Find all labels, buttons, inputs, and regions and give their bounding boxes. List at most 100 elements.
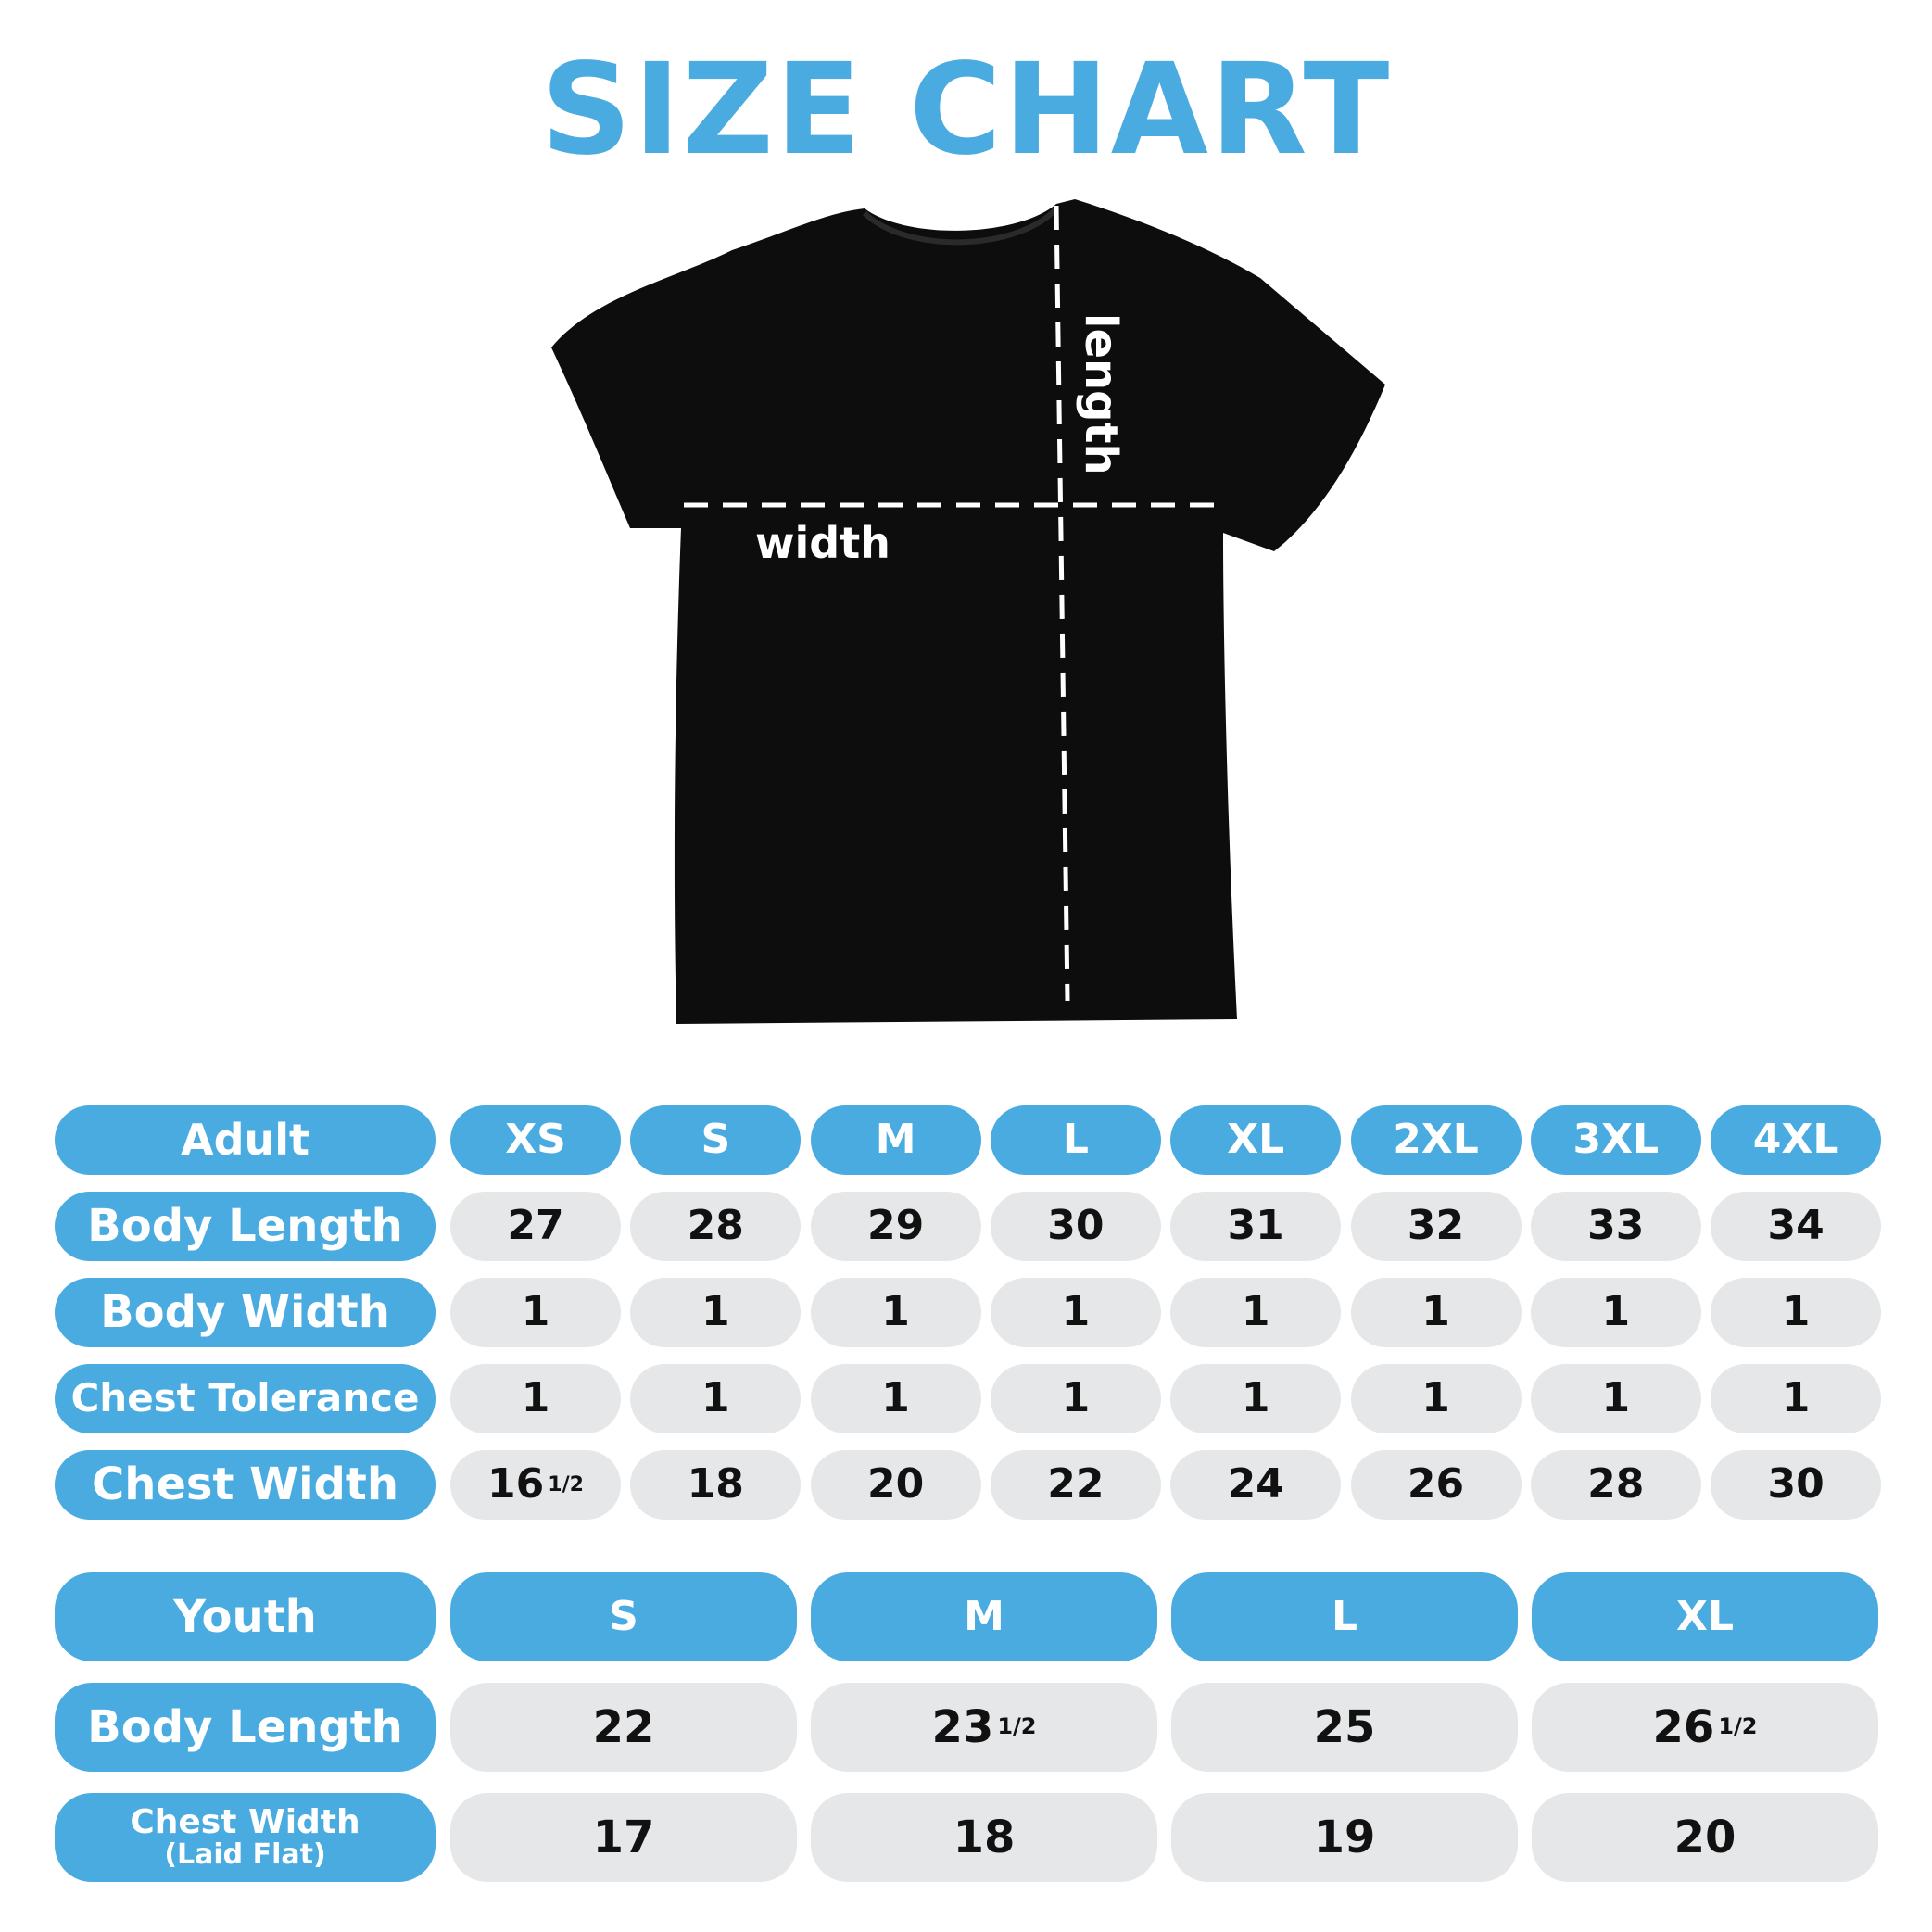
adult-cell: 1 [990,1278,1161,1347]
cell-value: 1 [1421,1374,1450,1422]
row-label: Body Length [87,1700,403,1753]
size-label: 2XL [1393,1116,1479,1164]
size-label: 4XL [1752,1116,1839,1164]
youth-size-header: S [450,1572,797,1661]
size-label: L [1331,1592,1358,1640]
adult-cell: 1 [1170,1364,1342,1433]
youth-cell: 26 1/2 [1532,1683,1878,1772]
cell-value: 1 [1781,1374,1811,1422]
adult-cell: 1 [450,1364,621,1433]
cell-value: 1 [1241,1288,1270,1336]
youth-cell: 22 [450,1683,797,1772]
adult-size-header: 3XL [1530,1105,1701,1175]
size-label: S [701,1116,731,1164]
adult-cell: 34 [1711,1192,1882,1261]
youth-row-label: Chest Width (Laid Flat) [55,1793,436,1882]
adult-cell: 28 [630,1192,802,1261]
adult-cell: 30 [1711,1450,1882,1520]
youth-header: Youth [55,1572,436,1661]
adult-cell: 1 [1711,1364,1882,1433]
row-label: Body Length [87,1200,403,1253]
header-label: Youth [173,1590,317,1643]
cell-fraction: 1/2 [1718,1713,1758,1740]
cell-value: 32 [1407,1202,1465,1250]
adult-size-header: XL [1170,1105,1342,1175]
adult-size-header: 2XL [1350,1105,1522,1175]
cell-value: 26 [1407,1460,1465,1509]
adult-cell: 28 [1530,1450,1701,1520]
cell-value: 1 [1601,1374,1631,1422]
header-label: Adult [180,1115,310,1166]
adult-cell: 1 [450,1278,621,1347]
cell-value: 16 [487,1460,545,1509]
cell-value: 29 [866,1202,925,1250]
size-label: XL [1227,1116,1285,1164]
cell-value: 28 [1587,1460,1645,1509]
length-dashed-line [1054,205,1070,1002]
youth-cell: 25 [1171,1683,1518,1772]
adult-size-header: XS [450,1105,621,1175]
tshirt-shape [551,199,1385,1024]
cell-value: 23 [931,1700,994,1753]
cell-value: 20 [866,1460,925,1509]
youth-size-header: XL [1532,1572,1878,1661]
row-sublabel: (Laid Flat) [164,1838,326,1872]
adult-cell: 1 [1530,1364,1701,1433]
youth-cell: 17 [450,1793,797,1882]
cell-value: 18 [953,1811,1016,1863]
adult-size-header: S [630,1105,802,1175]
row-label: Body Width [100,1286,390,1339]
adult-cell: 1 [1350,1364,1522,1433]
adult-cell: 1 [1530,1278,1701,1347]
youth-cell: 20 [1532,1793,1878,1882]
adult-cell: 1 [1350,1278,1522,1347]
cell-value: 19 [1313,1811,1376,1863]
size-label: XS [505,1116,566,1164]
cell-value: 1 [1061,1374,1091,1422]
cell-value: 1 [521,1288,550,1336]
adult-row-label: Chest Width [55,1450,436,1520]
adult-cell: 1 [1711,1278,1882,1347]
youth-cell: 23 1/2 [811,1683,1157,1772]
adult-cell: 26 [1350,1450,1522,1520]
tshirt-diagram: length width [551,199,1385,1024]
cell-value: 30 [1767,1460,1825,1509]
adult-row-label: Chest Tolerance [55,1364,436,1433]
size-label: S [609,1592,638,1640]
adult-cell: 1 [630,1278,802,1347]
row-label: Chest Width [130,1803,360,1842]
adult-cell: 22 [990,1450,1161,1520]
adult-row-label: Body Length [55,1192,436,1261]
cell-value: 1 [1421,1288,1450,1336]
row-label: Chest Tolerance [70,1375,420,1421]
youth-size-header: L [1171,1572,1518,1661]
adult-cell: 27 [450,1192,621,1261]
youth-size-header: M [811,1572,1157,1661]
cell-value: 26 [1652,1700,1715,1753]
adult-cell: 24 [1170,1450,1342,1520]
adult-size-header: L [990,1105,1161,1175]
adult-header: Adult [55,1105,436,1175]
adult-cell: 18 [630,1450,802,1520]
adult-cell: 33 [1530,1192,1701,1261]
adult-size-header: M [810,1105,981,1175]
youth-cell: 19 [1171,1793,1518,1882]
adult-row-label: Body Width [55,1278,436,1347]
cell-value: 1 [701,1288,730,1336]
cell-value: 22 [592,1700,655,1753]
row-label: Chest Width [91,1458,399,1511]
cell-value: 31 [1227,1202,1284,1250]
size-label: M [875,1116,916,1164]
adult-cell: 1 [810,1364,981,1433]
adult-cell: 30 [990,1192,1161,1261]
cell-value: 1 [881,1288,910,1336]
adult-cell: 32 [1350,1192,1522,1261]
length-label: length [1075,313,1127,475]
size-label: L [1062,1116,1089,1164]
cell-value: 27 [507,1202,564,1250]
adult-cell: 1 [1170,1278,1342,1347]
cell-value: 30 [1047,1202,1105,1250]
cell-fraction: 1/2 [997,1713,1037,1740]
adult-cell: 1 [990,1364,1161,1433]
adult-cell: 16 1/2 [450,1450,621,1520]
